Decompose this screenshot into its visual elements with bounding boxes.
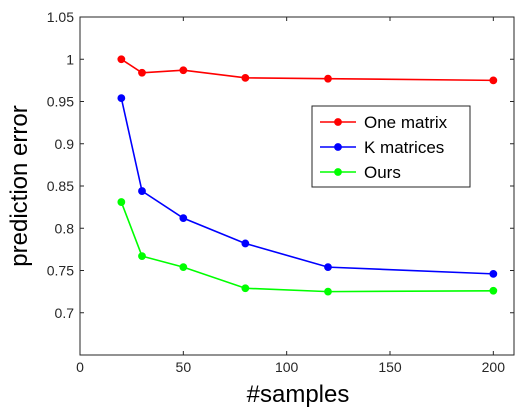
- data-point: [489, 269, 498, 278]
- data-point: [324, 287, 332, 296]
- legend-marker: [334, 118, 342, 126]
- data-point: [179, 214, 188, 223]
- x-tick-label: 100: [275, 359, 299, 375]
- data-point: [324, 263, 332, 272]
- legend-label: One matrix: [364, 113, 448, 132]
- series-line: [120, 201, 494, 293]
- series-line: [120, 58, 494, 82]
- data-point: [241, 73, 250, 82]
- data-point: [138, 187, 146, 195]
- legend-item: One matrix: [320, 113, 448, 132]
- series-line: [120, 97, 494, 275]
- data-point: [117, 198, 126, 206]
- axes: 0 50 100 150 200 0.7 0.75 0.8 0.85 0.9 0.95 1 1.05: [47, 9, 515, 375]
- data-point: [489, 286, 498, 295]
- x-tick-label: 50: [176, 359, 192, 375]
- legend-label: K matrices: [364, 138, 444, 157]
- x-tick-label: 0: [76, 359, 84, 375]
- data-point: [138, 68, 146, 77]
- y-axis-title: prediction error: [6, 105, 33, 266]
- y-tick-label: 0.9: [55, 136, 75, 152]
- series-one-matrix: [117, 55, 498, 85]
- y-tick-label: 1: [66, 51, 74, 67]
- legend: One matrix K matrices Ours: [311, 105, 471, 188]
- data-point: [117, 94, 126, 103]
- x-axis-title: #samples: [247, 381, 350, 408]
- y-tick-label: 0.8: [55, 220, 75, 236]
- legend-label: Ours: [364, 163, 401, 182]
- series-layer: [117, 55, 498, 296]
- data-point: [179, 263, 188, 272]
- x-tick-label: 200: [482, 359, 506, 375]
- data-point: [489, 76, 498, 85]
- legend-marker: [334, 143, 342, 151]
- data-point: [241, 284, 250, 293]
- legend-item: K matrices: [320, 138, 444, 157]
- x-tick-label: 150: [378, 359, 402, 375]
- data-point: [324, 74, 332, 83]
- y-tick-label: 1.05: [47, 9, 74, 25]
- y-tick-label: 0.95: [47, 94, 74, 110]
- legend-marker: [334, 168, 342, 176]
- legend-item: Ours: [320, 163, 401, 182]
- y-tick-label: 0.75: [47, 263, 74, 279]
- y-tick-label: 0.85: [47, 178, 74, 194]
- data-point: [117, 55, 126, 64]
- data-point: [138, 252, 146, 261]
- y-tick-label: 0.7: [55, 305, 75, 321]
- data-point: [179, 66, 188, 75]
- series-ours: [117, 198, 498, 296]
- data-point: [241, 239, 250, 248]
- series-k-matrices: [117, 94, 498, 278]
